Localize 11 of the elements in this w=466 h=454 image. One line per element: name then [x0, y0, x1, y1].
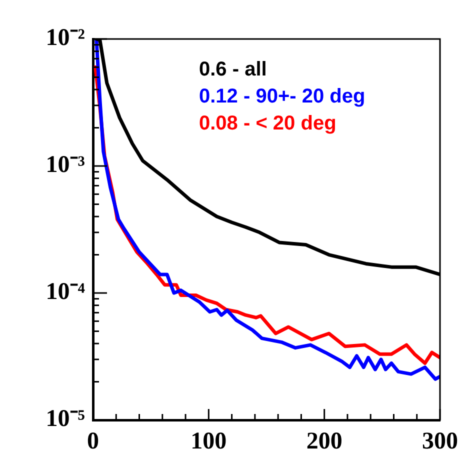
y-tick-label: 10⁻²: [46, 25, 85, 52]
y-tick-label: 10⁻³: [46, 152, 85, 178]
x-tick-label: 200: [306, 428, 342, 454]
x-tick-label: 100: [190, 428, 227, 454]
text: 0.08 - < 20 deg: [199, 112, 336, 135]
text: 0.6 - all: [199, 58, 267, 81]
y-tick-label: 10⁻⁴: [46, 279, 85, 306]
x-tick-label: 300: [422, 428, 458, 454]
x-tick-label: 0: [87, 428, 99, 454]
text: 0.12 - 90+- 20 deg: [199, 86, 366, 108]
y-tick-label: 10⁻⁵: [46, 406, 85, 432]
